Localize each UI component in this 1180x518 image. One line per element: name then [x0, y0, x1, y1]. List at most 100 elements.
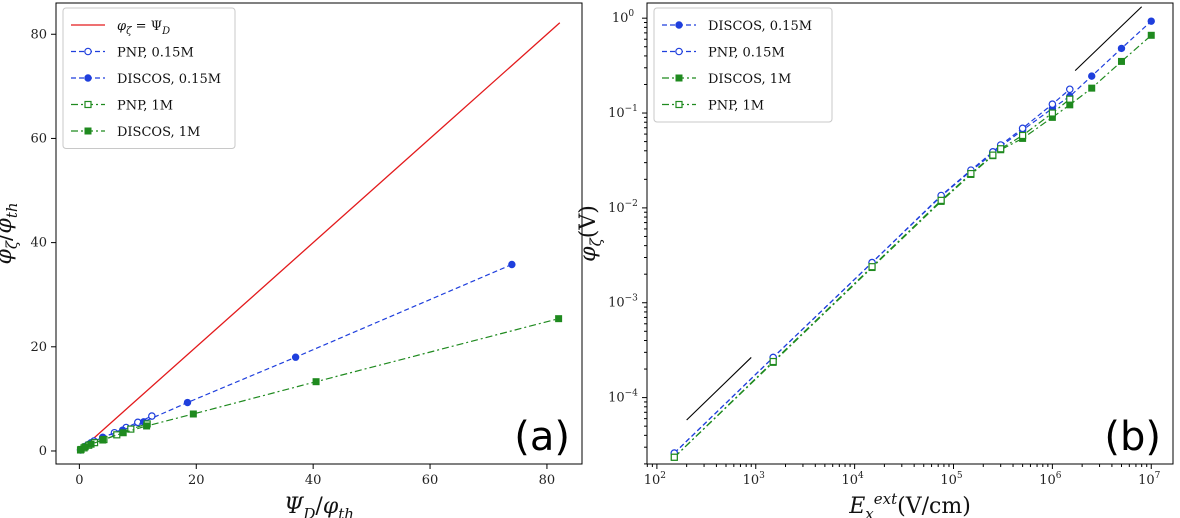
x-tick-label: 20 [188, 473, 205, 488]
data-point [1117, 57, 1125, 65]
x-tick-label: 106 [1039, 471, 1062, 488]
panel-tag: (b) [1104, 414, 1161, 460]
data-point [87, 440, 95, 448]
legend-item: PNP, 1M [71, 99, 173, 114]
data-point [997, 145, 1005, 153]
data-point [143, 422, 151, 430]
legend-label: DISCOS, 1M [117, 125, 200, 140]
legend-box [653, 7, 833, 123]
series-line [673, 98, 1071, 458]
data-point [508, 260, 516, 269]
x-tick-label: 80 [539, 473, 556, 488]
x-tick-label: 107 [1138, 471, 1161, 488]
series-line [673, 88, 1071, 454]
tick-group: 102 103 104 105 106 107 10−4 10−3 10−2 10−1 100 [608, 9, 1161, 488]
y-axis-label: φζ/φth [0, 202, 21, 264]
panel-a-line-chart: 0 20 40 60 80 0 20 40 60 80 ΨD/φth φζ/φth φζ = ΨD PNP… [0, 2, 583, 518]
x-tick-label: 103 [743, 471, 766, 488]
x-tick-label: 102 [644, 471, 666, 488]
x-tick-label: 0 [75, 473, 83, 488]
series-discos-1m [77, 315, 563, 453]
legend-item: DISCOS, 1M [662, 72, 791, 87]
data-point [1147, 31, 1155, 39]
y-tick-label: 10−4 [608, 389, 638, 406]
data-point [148, 412, 156, 420]
data-point [81, 443, 89, 451]
legend-swatch-marker [675, 21, 683, 29]
data-point [1088, 84, 1096, 92]
x-tick-label: 104 [841, 471, 864, 488]
series-pnp-0-15m [670, 85, 1074, 457]
y-tick-label: 20 [30, 340, 47, 355]
plot-frame [55, 2, 583, 465]
legend-label: PNP, 1M [117, 99, 173, 114]
legend-label: DISCOS, 1M [708, 72, 791, 87]
tick-group: 0 20 40 60 80 0 20 40 60 80 [30, 27, 555, 488]
data-point [937, 196, 945, 204]
data-point [312, 378, 320, 386]
panel-b-loglog-chart: 102 103 104 105 106 107 10−4 10−3 10−2 10−1 100 Exe… [576, 2, 1174, 518]
legend-item: DISCOS, 0.15M [662, 19, 812, 34]
x-axis-label: ΨD/φth [284, 494, 354, 518]
legend-label: PNP, 0.15M [117, 46, 194, 61]
series-pnp-1m [670, 95, 1074, 461]
data-point [1066, 95, 1074, 103]
data-point [1048, 100, 1057, 108]
x-tick-label: 60 [422, 473, 439, 488]
x-tick-label: 105 [940, 471, 963, 488]
plot-area [670, 6, 1155, 461]
panel-tag: (a) [514, 414, 570, 460]
legend-item: PNP, 0.15M [71, 46, 194, 61]
data-point [1147, 17, 1155, 25]
data-point [189, 410, 197, 418]
legend-item: DISCOS, 0.15M [71, 72, 221, 87]
data-point [555, 315, 563, 323]
legend-item: PNP, 1M [662, 99, 764, 114]
legend: φζ = ΨD PNP, 0.15M DISCOS, 0.15M PNP, 1M DIS… [62, 7, 236, 149]
data-point [1117, 44, 1126, 53]
legend-label: DISCOS, 0.15M [117, 72, 221, 87]
legend-swatch-marker [84, 47, 92, 56]
y-axis-label: φζ(V) [576, 205, 605, 262]
legend-label: φζ = ΨD [117, 19, 170, 37]
data-point [1018, 124, 1027, 133]
data-point [1048, 109, 1056, 117]
x-tick-label: 40 [305, 473, 322, 488]
data-point [99, 436, 107, 444]
legend-swatch-marker [84, 74, 92, 82]
legend-item: DISCOS, 1M [71, 125, 200, 140]
y-tick-label: 10−2 [608, 199, 638, 216]
data-point [1019, 131, 1027, 140]
data-point [183, 398, 192, 407]
data-point [967, 169, 975, 178]
legend-item: φζ = ΨD [71, 19, 170, 37]
data-point [989, 151, 997, 159]
legend-label: PNP, 1M [708, 99, 764, 114]
plot-frame [646, 2, 1174, 465]
y-tick-label: 100 [612, 9, 635, 26]
y-tick-label: 80 [30, 27, 47, 42]
legend-swatch-marker [675, 100, 683, 109]
data-point [291, 353, 300, 361]
series-d [78, 22, 561, 452]
legend-box [62, 7, 236, 149]
legend-label: PNP, 0.15M [708, 46, 785, 61]
data-point [1088, 72, 1096, 80]
legend-swatch-marker [675, 47, 683, 56]
y-tick-label: 40 [30, 236, 47, 251]
legend-swatch-marker [84, 127, 92, 135]
legend-item: PNP, 0.15M [662, 46, 785, 61]
series-line [78, 22, 561, 452]
data-point [670, 453, 678, 461]
legend: DISCOS, 0.15M PNP, 0.15M DISCOS, 1M PNP, 1M [653, 7, 833, 123]
y-tick-label: 10−1 [608, 104, 638, 121]
data-point [868, 263, 876, 271]
reference-slope-line [1074, 6, 1143, 72]
data-point [119, 429, 127, 437]
reference-slope-line [686, 357, 752, 421]
data-point [769, 357, 777, 366]
x-axis-label: Exext(V/cm) [848, 490, 971, 518]
legend-label: DISCOS, 0.15M [708, 19, 812, 34]
y-tick-label: 0 [39, 444, 47, 459]
